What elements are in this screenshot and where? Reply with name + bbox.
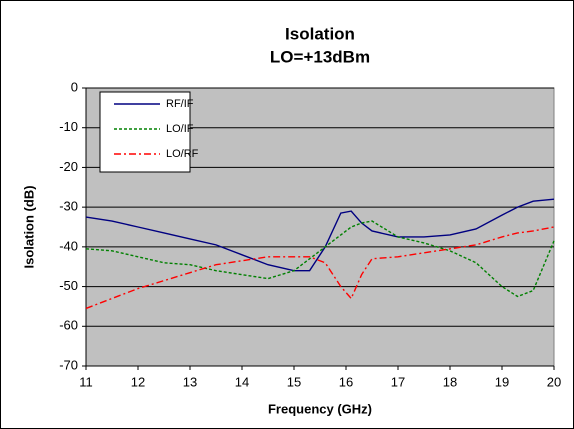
- y-tick-label: -50: [59, 278, 78, 293]
- x-axis-title: Frequency (GHz): [268, 401, 372, 416]
- x-tick-label: 15: [287, 374, 301, 389]
- x-tick-label: 17: [391, 374, 405, 389]
- legend-label: RF/IF: [166, 98, 194, 110]
- y-tick-label: 0: [71, 79, 78, 94]
- y-tick-label: -60: [59, 318, 78, 333]
- y-tick-label: -20: [59, 159, 78, 174]
- y-tick-label: -40: [59, 238, 78, 253]
- legend-label: LO/RF: [166, 148, 199, 160]
- x-tick-label: 11: [79, 374, 93, 389]
- chart-subtitle: LO=+13dBm: [270, 47, 370, 66]
- legend-label: LO/IF: [166, 123, 194, 135]
- y-axis-title: Isolation (dB): [21, 185, 36, 268]
- x-tick-label: 19: [495, 374, 509, 389]
- x-tick-label: 16: [339, 374, 353, 389]
- y-tick-label: -30: [59, 199, 78, 214]
- x-tick-label: 12: [131, 374, 145, 389]
- y-tick-label: -70: [59, 357, 78, 372]
- series-line: [85, 220, 555, 298]
- x-tick-label: 13: [183, 374, 197, 389]
- x-tick-label: 18: [443, 374, 457, 389]
- x-tick-label: 20: [547, 374, 561, 389]
- legend-box: [99, 91, 191, 173]
- series-line: [85, 198, 555, 272]
- x-tick-label: 14: [235, 374, 249, 389]
- series-line: [85, 226, 555, 310]
- y-tick-label: -10: [59, 119, 78, 134]
- chart-title: Isolation: [285, 24, 355, 43]
